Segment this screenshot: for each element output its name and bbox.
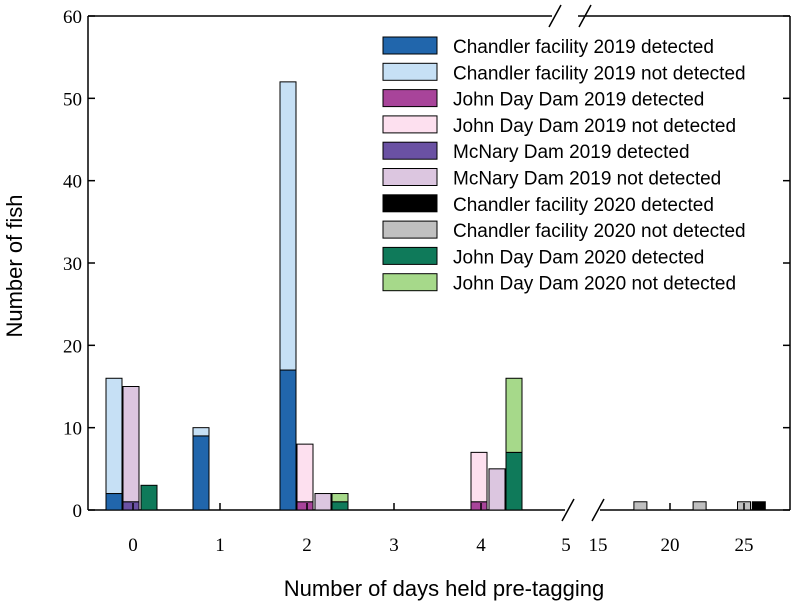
legend-label: Chandler facility 2019 detected [453,37,714,58]
legend-swatch [382,115,438,134]
y-axis-title: Number of fish [2,194,27,337]
legend: Chandler facility 2019 detected Chandler … [382,36,746,295]
bar-john-day-dam-2019-detected-day-4 [470,501,488,511]
y-tick-label: 20 [63,336,82,357]
legend-label: John Day Dam 2019 not detected [453,116,736,137]
legend-label: Chandler facility 2020 detected [453,195,714,216]
bar-mcnary-dam-2019-not-detected-day-0 [122,386,140,503]
legend-label: John Day Dam 2019 detected [453,90,704,111]
bar-john-day-dam-2019-detected-day-2 [296,501,314,511]
x-tick-label: 20 [661,535,680,556]
bar-john-day-dam-2019-not-detected-day-4 [470,451,488,503]
x-tick-label: 1 [215,535,225,556]
bar-mcnary-dam-2019-not-detected-day-4 [488,468,506,511]
bar-chandler-facility-2019-detected-day-1 [192,435,210,511]
y-tick-label: 60 [63,7,82,28]
legend-swatch [382,220,438,239]
legend-swatch [382,141,438,160]
legend-label: John Day Dam 2020 detected [453,247,704,268]
y-tick-label: 30 [63,254,82,275]
bar-john-day-dam-2019-not-detected-day-2 [296,443,314,503]
legend-label: Chandler facility 2020 not detected [453,221,746,242]
y-axis-ticks: 0 10 20 30 40 50 60 [63,7,790,522]
bar-chandler-facility-2019-not-detected-day-0 [105,377,123,495]
bar-mcnary-dam-2019-detected-day-0 [122,501,140,511]
legend-swatch [382,194,438,213]
y-tick-label: 0 [73,501,83,522]
legend-label: Chandler facility 2019 not detected [453,63,746,84]
axis-break-mark [561,498,575,522]
legend-swatch [382,89,438,108]
x-tick-label: 0 [128,535,138,556]
legend-label: McNary Dam 2019 detected [453,142,690,163]
bar-chandler-facility-2019-detected-day-0 [105,493,123,511]
bar-john-day-dam-2020-not-detected-day-2 [331,493,349,503]
bar-john-day-dam-2020-detected-day-0 [140,484,158,511]
x-tick-label: 15 [589,535,608,556]
x-tick-label: 2 [302,535,312,556]
x-tick-label: 3 [389,535,399,556]
y-tick-label: 40 [63,172,82,193]
bar-mcnary-dam-2019-not-detected-day-2 [314,493,332,511]
axis-break-mark [578,4,592,28]
bar-chandler-facility-2019-detected-day-2 [279,369,297,511]
axis-break-mark [548,4,562,28]
bar-chandler-facility-2019-not-detected-day-1 [192,427,210,437]
bar-john-day-dam-2020-detected-day-4 [505,451,523,511]
x-axis-ticks: 0 1 2 3 4 5 15 20 25 [128,503,754,556]
legend-swatch [382,168,438,186]
x-axis-title: Number of days held pre-tagging [284,576,604,601]
legend-label: McNary Dam 2019 not detected [453,169,721,190]
bars [105,81,766,511]
bar-chandler-facility-2020-detected-day-26 [751,501,766,511]
bar-chandler-facility-2020-not-detected-day-18 [633,501,648,511]
legend-swatch [382,62,438,81]
x-tick-label: 25 [735,535,754,556]
legend-swatch [382,273,438,292]
y-tick-label: 50 [63,89,82,110]
legend-swatch [382,246,438,265]
bar-john-day-dam-2020-not-detected-day-4 [505,377,523,453]
x-tick-label: 4 [476,535,486,556]
x-tick-label: 5 [561,535,571,556]
y-tick-label: 10 [63,419,82,440]
legend-label: John Day Dam 2020 not detected [453,274,736,295]
axis-break-mark [591,498,605,522]
bar-chandler-facility-2020-not-detected-day-22 [692,501,707,511]
legend-swatch [382,36,438,55]
bar-john-day-dam-2020-detected-day-2 [331,501,349,511]
bar-chandler-facility-2019-not-detected-day-2 [279,81,297,371]
